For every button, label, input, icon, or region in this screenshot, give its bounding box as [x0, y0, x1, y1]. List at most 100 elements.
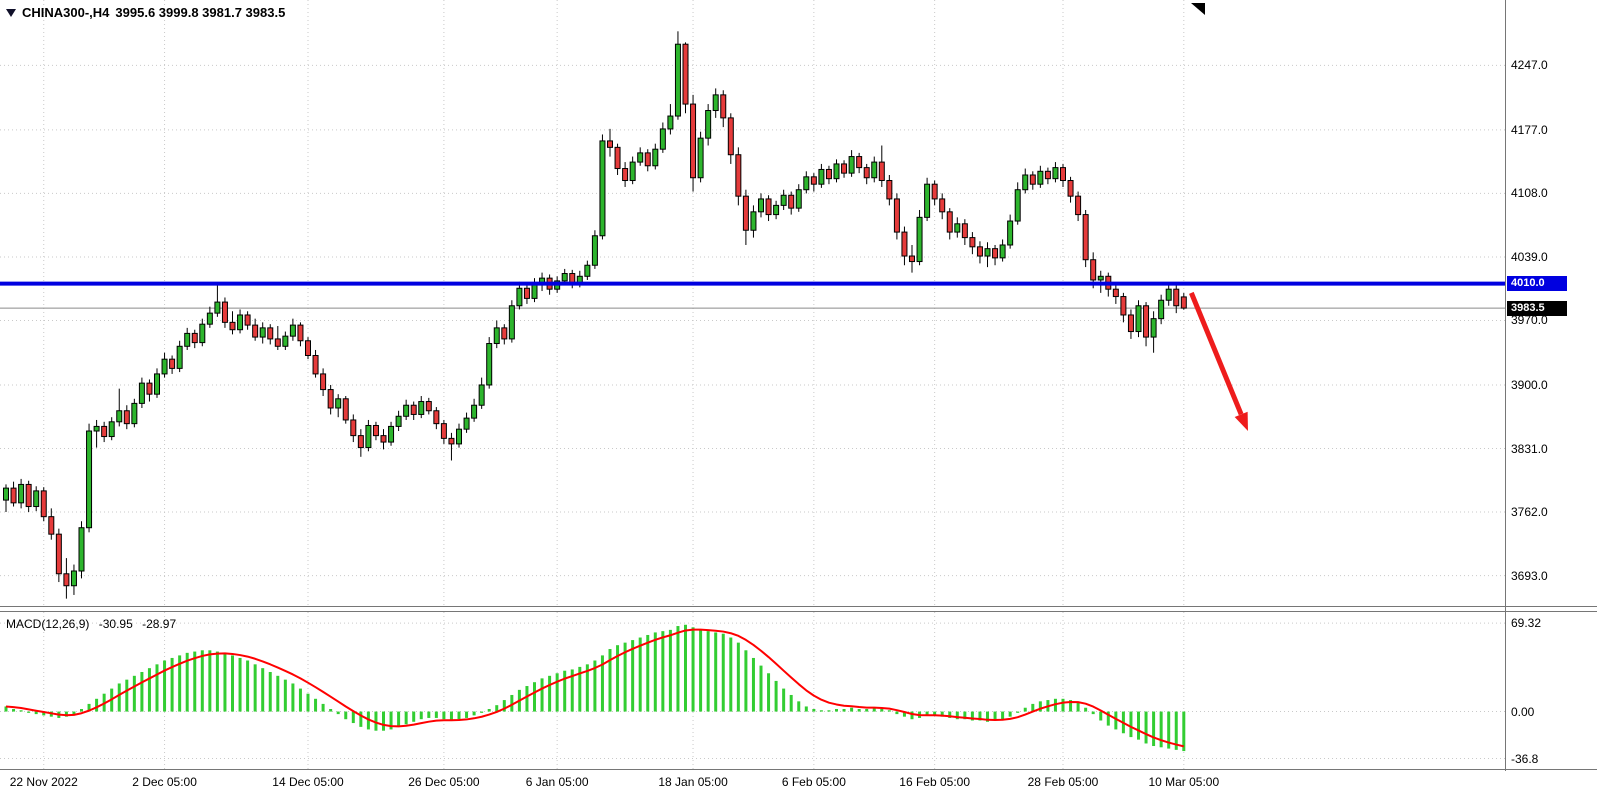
candle-body — [1180, 296, 1187, 309]
symbol-dropdown-icon[interactable] — [6, 8, 16, 17]
macd-bar — [170, 657, 174, 712]
macd-indicator-pane[interactable] — [0, 612, 1505, 769]
macd-bar — [208, 650, 212, 712]
candle-body — [372, 424, 379, 437]
macd-bar — [736, 642, 740, 712]
candle-body — [108, 421, 115, 438]
candle-body — [1014, 189, 1021, 222]
macd-bar — [1182, 711, 1186, 752]
symbol-ohlc-label: CHINA300-,H4 3995.6 3999.8 3981.7 3983.5 — [6, 5, 285, 20]
price-axis[interactable]: 4247.0 4177.0 4108.0 4039.0 3970.0 3900.0 3831… — [1505, 0, 1597, 771]
macd-bar — [804, 706, 808, 712]
candle-body — [3, 487, 9, 501]
macd-bar — [1023, 707, 1027, 712]
candle-body — [244, 314, 251, 326]
candle-body — [939, 198, 946, 213]
candle-body — [659, 128, 666, 150]
candle-body — [629, 161, 636, 182]
macd-bar — [268, 671, 272, 712]
candle-body — [584, 264, 591, 277]
macd-bar — [404, 711, 408, 725]
macd-bar — [676, 626, 680, 712]
candle-body — [705, 110, 712, 139]
candle-body — [388, 425, 395, 443]
candle-body — [992, 248, 999, 259]
macd-bar — [117, 683, 121, 712]
candle-body — [1090, 259, 1097, 281]
time-tick-label: 6 Jan 05:00 — [525, 775, 589, 789]
macd-bar — [95, 698, 99, 712]
candle-body — [1097, 275, 1104, 281]
chart-shift-marker[interactable] — [1191, 3, 1205, 15]
candle-body — [305, 340, 311, 356]
macd-bar — [1159, 711, 1163, 748]
macd-bar — [12, 709, 16, 712]
macd-bar — [19, 710, 23, 712]
candle-body — [1022, 174, 1029, 191]
macd-bar — [782, 688, 786, 712]
macd-bar — [978, 711, 982, 721]
time-tick-label: 6 Feb 05:00 — [781, 775, 846, 789]
candle-body — [508, 305, 515, 340]
macd-bar — [132, 675, 136, 712]
candle-body — [1029, 174, 1036, 185]
macd-bar — [759, 665, 763, 712]
candle-body — [1158, 299, 1165, 320]
macd-bar — [314, 698, 318, 712]
candle-body — [614, 146, 621, 170]
time-tick-label: 16 Feb 05:00 — [899, 775, 971, 789]
macd-bar — [1152, 711, 1156, 747]
macd-bar — [495, 705, 499, 712]
candle-body — [954, 223, 961, 233]
macd-bar — [80, 709, 83, 712]
macd-bar — [631, 640, 635, 712]
macd-main-value: -30.95 — [98, 617, 133, 631]
macd-bar — [850, 707, 854, 712]
candle-body — [599, 140, 606, 237]
arrow-shaft[interactable] — [1189, 291, 1244, 416]
candle-body — [750, 211, 757, 231]
macd-bar — [336, 711, 340, 715]
arrow-head[interactable] — [1234, 411, 1248, 432]
macd-bar — [902, 711, 906, 717]
candle-body — [878, 161, 885, 182]
price-chart-pane[interactable] — [0, 0, 1505, 606]
macd-bar — [774, 680, 778, 712]
macd-signal-line — [5, 628, 1185, 748]
candle-body — [1165, 288, 1172, 301]
macd-bar — [1129, 711, 1133, 738]
macd-bar — [842, 709, 846, 712]
macd-bar — [668, 629, 672, 712]
down-arrow-annotation[interactable] — [1189, 291, 1248, 432]
time-axis[interactable]: 22 Nov 2022 2 Dec 05:00 14 Dec 05:00 26 Dec… — [0, 771, 1505, 797]
candle-body — [380, 435, 387, 443]
candle-body — [116, 410, 123, 423]
macd-bar — [298, 688, 302, 712]
candle-body — [531, 283, 538, 299]
candle-body — [984, 248, 991, 257]
macd-bar — [1069, 700, 1073, 712]
macd-bar — [721, 633, 725, 712]
macd-bar — [540, 678, 544, 712]
last-price-tag: 3983.5 — [1507, 300, 1567, 316]
macd-bar — [623, 642, 627, 712]
price-tick-label: 4177.0 — [1511, 122, 1548, 137]
macd-bar — [1137, 711, 1140, 740]
macd-bar — [616, 645, 620, 712]
candle-body — [901, 231, 908, 257]
macd-indicator-label: MACD(12,26,9) -30.95 -28.97 — [6, 617, 182, 631]
macd-bar — [27, 711, 31, 713]
macd-bar — [963, 711, 967, 720]
candle-body — [1007, 220, 1014, 246]
candle-body — [312, 354, 319, 375]
candle-body — [448, 437, 455, 445]
candle-body — [274, 338, 281, 347]
candle-body — [478, 384, 485, 406]
candle-body — [350, 419, 357, 437]
candle-body — [961, 223, 968, 239]
candle-body — [252, 324, 259, 338]
pane-divider[interactable] — [0, 606, 1597, 612]
macd-bar — [744, 650, 748, 712]
candle-body — [214, 301, 221, 314]
